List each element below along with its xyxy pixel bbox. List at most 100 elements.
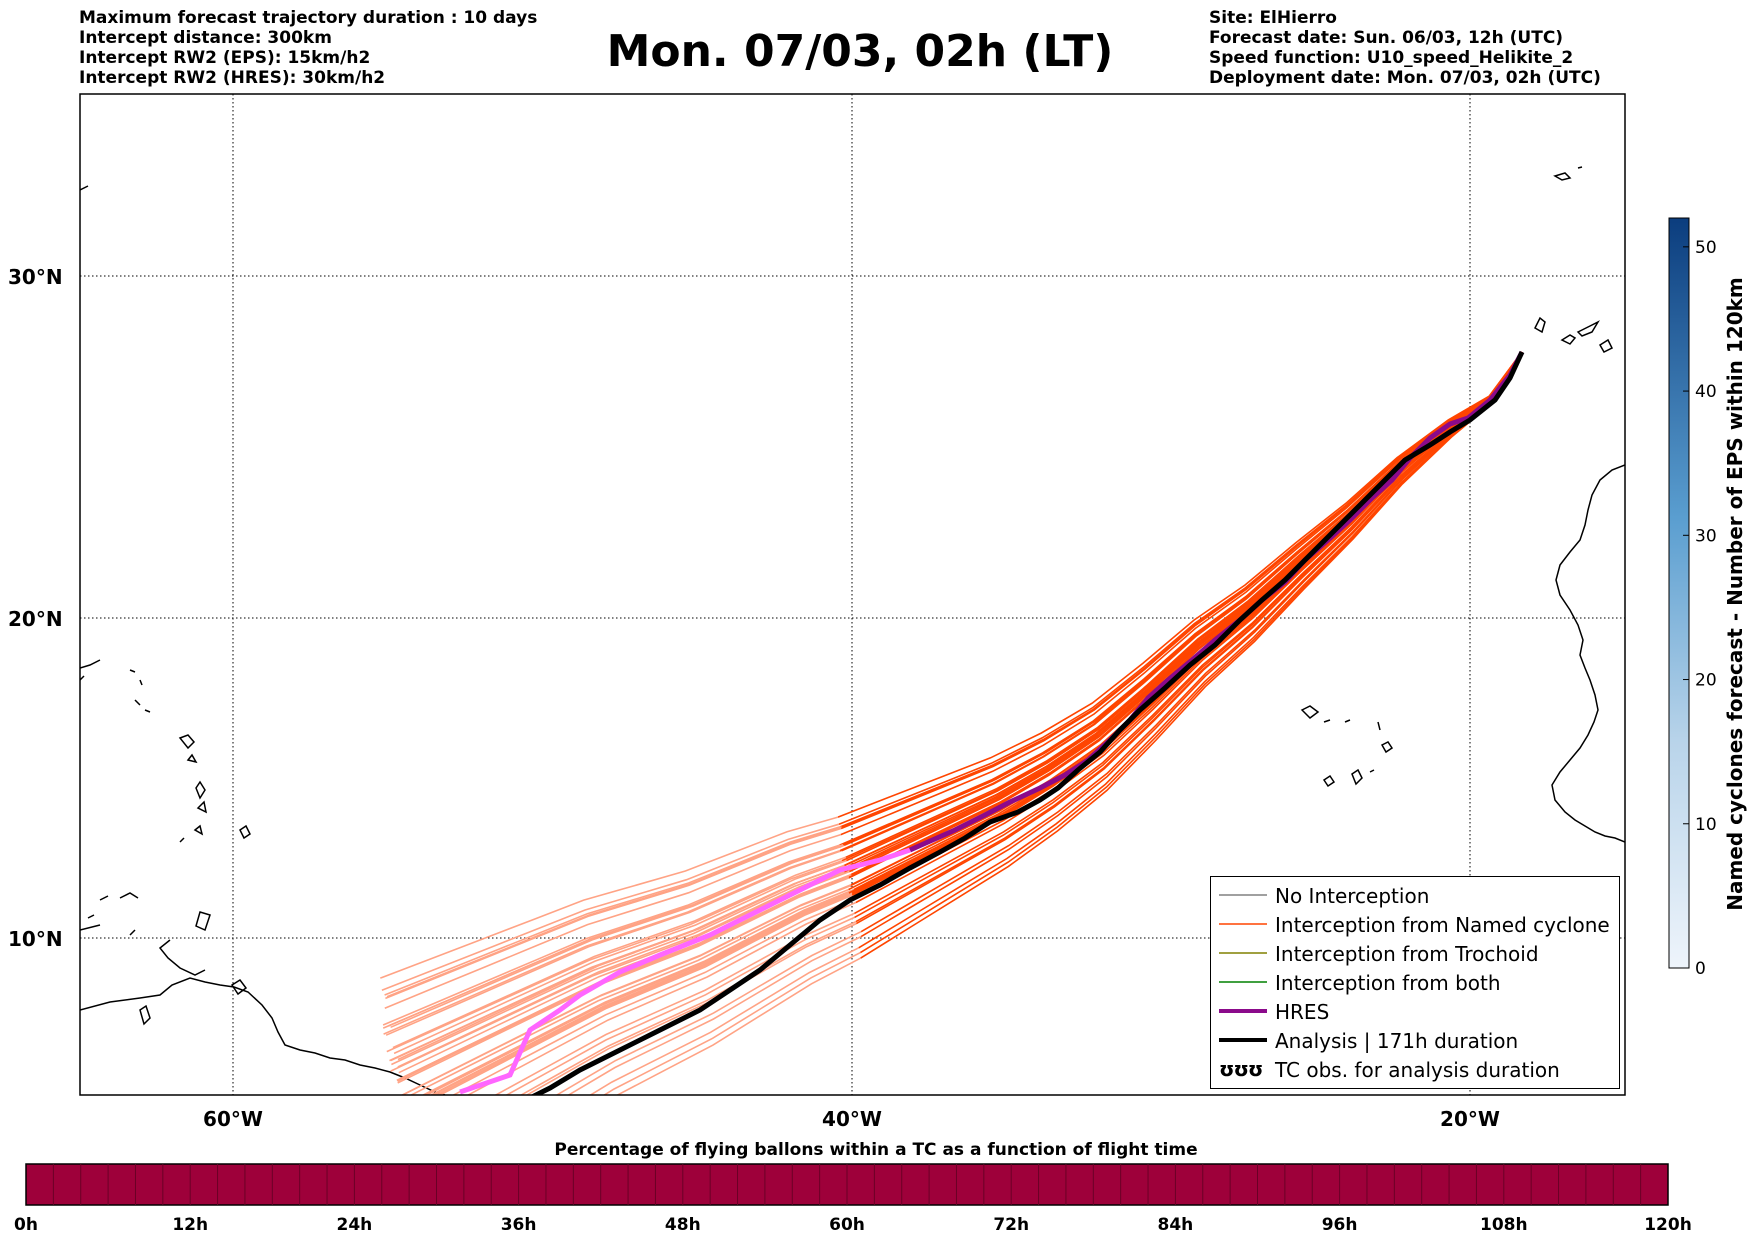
legend-label: Interception from both bbox=[1275, 971, 1501, 995]
colorbar-ticks: 0 10 20 30 40 50 bbox=[1683, 238, 1717, 979]
eps-track-late-43 bbox=[854, 351, 1523, 919]
eps-track-early-5 bbox=[391, 867, 846, 1066]
eps-track-early-2 bbox=[397, 877, 849, 1084]
legend-label: Analysis | 171h duration bbox=[1275, 1029, 1519, 1053]
eps-track-early-41 bbox=[392, 856, 846, 1049]
legend-line-both bbox=[1219, 981, 1267, 983]
legend: No Interception Interception from Named … bbox=[1210, 876, 1620, 1089]
eps-track-early-15 bbox=[451, 898, 855, 1095]
eps-track-early-25 bbox=[525, 922, 857, 1095]
legend-item-trochoid: Interception from Trochoid bbox=[1211, 939, 1619, 967]
eps-track-early-20 bbox=[393, 859, 847, 1055]
flight-bar-tick-label: 0h bbox=[14, 1215, 38, 1235]
coast-trinidad bbox=[139, 978, 248, 1026]
coast-south-america bbox=[80, 977, 446, 1095]
info-deployment-date: Deployment date: Mon. 07/03, 02h (UTC) bbox=[1209, 68, 1601, 88]
flight-time-bar: 0h 12h 24h 36h 48h 60h 72h 84h 96h 108h 120h bbox=[14, 1163, 1692, 1235]
eps-track-late-30 bbox=[860, 351, 1523, 938]
eps-track-early-35 bbox=[466, 901, 857, 1095]
flight-bar-title: Percentage of flying ballons within a TC… bbox=[554, 1140, 1198, 1160]
eps-track-early-38 bbox=[602, 951, 861, 1095]
coast-west-africa bbox=[1551, 464, 1625, 843]
eps-track-early-49 bbox=[435, 894, 853, 1095]
legend-line-trochoid bbox=[1219, 952, 1267, 954]
legend-line-named-cyclone bbox=[1219, 923, 1267, 925]
coast-antilles bbox=[80, 659, 251, 936]
eps-track-late-38 bbox=[859, 351, 1523, 954]
colorbar-tick-label: 40 bbox=[1695, 382, 1717, 402]
colorbar-tick-label: 0 bbox=[1695, 959, 1706, 979]
eps-track-early-34 bbox=[390, 844, 845, 1029]
flight-bar-tick-label: 48h bbox=[665, 1215, 701, 1235]
eps-track-early-17 bbox=[397, 867, 849, 1068]
eps-track-early-37 bbox=[588, 947, 860, 1095]
eps-track-early-16 bbox=[386, 859, 843, 1053]
coast-cape-verde bbox=[1300, 705, 1394, 788]
lat-label-10: 10°N bbox=[8, 927, 63, 951]
eps-track-early-19 bbox=[385, 850, 842, 1036]
legend-line-analysis bbox=[1219, 1038, 1267, 1042]
lon-label-40: 40°W bbox=[822, 1107, 882, 1131]
flight-bar-tick-label: 96h bbox=[1322, 1215, 1358, 1235]
colorbar-label: Named cyclones forecast - Number of EPS … bbox=[1723, 277, 1747, 911]
colorbar-tick-label: 50 bbox=[1695, 238, 1717, 258]
colorbar-tick-label: 30 bbox=[1695, 526, 1717, 546]
info-intercept-hres: Intercept RW2 (HRES): 30km/h2 bbox=[79, 68, 386, 88]
hres-track-early bbox=[459, 847, 911, 1095]
legend-label: Interception from Named cyclone bbox=[1275, 913, 1610, 937]
flight-bar-tick-label: 72h bbox=[993, 1215, 1029, 1235]
flight-bar-tick-label: 60h bbox=[829, 1215, 865, 1235]
coast-madeira bbox=[1553, 166, 1583, 181]
eps-track-early-47 bbox=[383, 849, 841, 1035]
legend-line-hres bbox=[1219, 1009, 1267, 1013]
eps-track-early-11 bbox=[615, 957, 862, 1095]
flight-bar-ticks: 0h 12h 24h 36h 48h 60h 72h 84h 96h 108h 120h bbox=[14, 1215, 1692, 1235]
eps-track-early-39 bbox=[519, 920, 857, 1095]
legend-item-no-interception: No Interception bbox=[1211, 881, 1619, 909]
flight-bar-tick-label: 12h bbox=[172, 1215, 208, 1235]
eps-track-early-18 bbox=[401, 884, 852, 1095]
page-title: Mon. 07/03, 02h (LT) bbox=[606, 26, 1114, 77]
flight-bar-tick-label: 24h bbox=[337, 1215, 373, 1235]
legend-item-both: Interception from both bbox=[1211, 968, 1619, 996]
lon-label-60: 60°W bbox=[203, 1107, 263, 1131]
eps-track-early-3 bbox=[382, 844, 840, 1026]
coast-south-america-2 bbox=[158, 939, 206, 976]
legend-item-named-cyclone: Interception from Named cyclone bbox=[1211, 910, 1619, 938]
info-intercept-eps: Intercept RW2 (EPS): 15km/h2 bbox=[79, 48, 371, 68]
eps-track-early-30 bbox=[567, 935, 862, 1095]
legend-item-tc-obs: ʊʊʊ TC obs. for analysis duration bbox=[1211, 1055, 1619, 1083]
legend-label: HRES bbox=[1275, 1000, 1330, 1024]
eps-track-early-10 bbox=[386, 826, 843, 998]
colorbar: 0 10 20 30 40 50 Named cyclones forecast - Nu… bbox=[1668, 217, 1747, 979]
lon-label-20: 20°W bbox=[1440, 1107, 1500, 1131]
info-speed-function: Speed function: U10_speed_Helikite_2 bbox=[1209, 48, 1574, 68]
eps-track-early-1 bbox=[384, 825, 841, 996]
legend-label: TC obs. for analysis duration bbox=[1275, 1058, 1560, 1082]
legend-label: No Interception bbox=[1275, 884, 1430, 908]
flight-bar-tick-label: 36h bbox=[501, 1215, 537, 1235]
colorbar-tick-label: 10 bbox=[1695, 815, 1717, 835]
info-forecast-date: Forecast date: Sun. 06/03, 12h (UTC) bbox=[1209, 28, 1564, 48]
legend-item-hres: HRES bbox=[1211, 997, 1619, 1025]
map-frame bbox=[79, 93, 1626, 1096]
colorbar-tick-label: 20 bbox=[1695, 671, 1717, 691]
eps-track-late-36 bbox=[844, 351, 1523, 867]
flight-bar-tick-label: 120h bbox=[1644, 1215, 1692, 1235]
map-gridlines bbox=[80, 94, 1625, 1095]
eps-track-early-36 bbox=[390, 864, 845, 1062]
info-intercept-distance: Intercept distance: 300km bbox=[79, 28, 332, 48]
eps-track-early-29 bbox=[494, 912, 855, 1095]
legend-line-no-interception bbox=[1219, 894, 1267, 896]
analysis-track bbox=[530, 350, 1525, 1095]
eps-track-early-12 bbox=[384, 833, 842, 1009]
eps-track-early-26 bbox=[385, 827, 842, 1000]
flight-bar-tick-label: 84h bbox=[1158, 1215, 1194, 1235]
eps-track-late-28 bbox=[838, 351, 1523, 825]
coast-canary-islands bbox=[1534, 316, 1614, 353]
eps-track-late-45 bbox=[837, 351, 1523, 818]
lat-label-30: 30°N bbox=[8, 265, 63, 289]
info-max-duration: Maximum forecast trajectory duration : 1… bbox=[79, 8, 538, 28]
info-site: Site: ElHierro bbox=[1209, 8, 1337, 28]
